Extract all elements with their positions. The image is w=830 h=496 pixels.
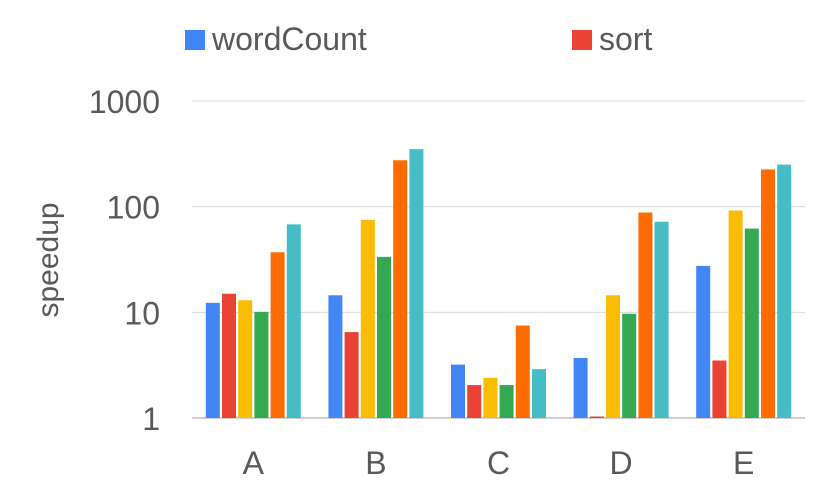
legend-label: sort xyxy=(599,21,652,57)
bar xyxy=(777,164,792,418)
bar xyxy=(744,228,759,418)
y-tick-label: 10 xyxy=(124,295,160,331)
y-tick-label: 1 xyxy=(142,401,160,437)
legend: wordCount sort xyxy=(185,21,652,57)
bar xyxy=(761,169,775,418)
bar xyxy=(638,212,653,418)
legend-label: wordCount xyxy=(211,21,367,57)
x-tick-label: E xyxy=(733,445,754,481)
y-tick-label: 100 xyxy=(107,190,160,226)
x-tick-label: C xyxy=(487,445,510,481)
bar xyxy=(360,219,375,418)
bar xyxy=(328,295,343,418)
bar xyxy=(532,369,546,418)
bar xyxy=(515,325,530,418)
bar xyxy=(238,300,253,418)
bar xyxy=(286,224,301,418)
bar xyxy=(467,385,482,418)
legend-swatch xyxy=(185,30,205,50)
bar xyxy=(483,377,498,418)
x-axis-tick-labels: A B C D E xyxy=(243,445,755,481)
bar xyxy=(622,313,637,418)
y-tick-label: 1000 xyxy=(89,84,160,120)
x-tick-label: A xyxy=(243,445,265,481)
bar xyxy=(222,293,236,418)
bar xyxy=(573,357,588,418)
bar xyxy=(377,256,391,418)
bar xyxy=(654,221,669,418)
bar xyxy=(254,311,269,418)
x-tick-label: D xyxy=(610,445,633,481)
bar xyxy=(270,252,285,418)
x-tick-label: B xyxy=(365,445,386,481)
bar xyxy=(499,385,514,418)
bars xyxy=(205,149,792,419)
y-axis-label: speedup xyxy=(32,202,65,317)
bar xyxy=(589,416,604,418)
bar xyxy=(728,210,743,418)
bar xyxy=(409,149,424,418)
bar xyxy=(712,360,727,418)
bar xyxy=(451,364,465,418)
bar xyxy=(205,302,220,418)
bar xyxy=(344,332,359,418)
bar xyxy=(393,160,408,419)
legend-swatch xyxy=(572,30,592,50)
y-axis-tick-labels: 1 10 100 1000 xyxy=(89,84,160,437)
bar xyxy=(606,295,620,418)
bar xyxy=(696,265,711,418)
